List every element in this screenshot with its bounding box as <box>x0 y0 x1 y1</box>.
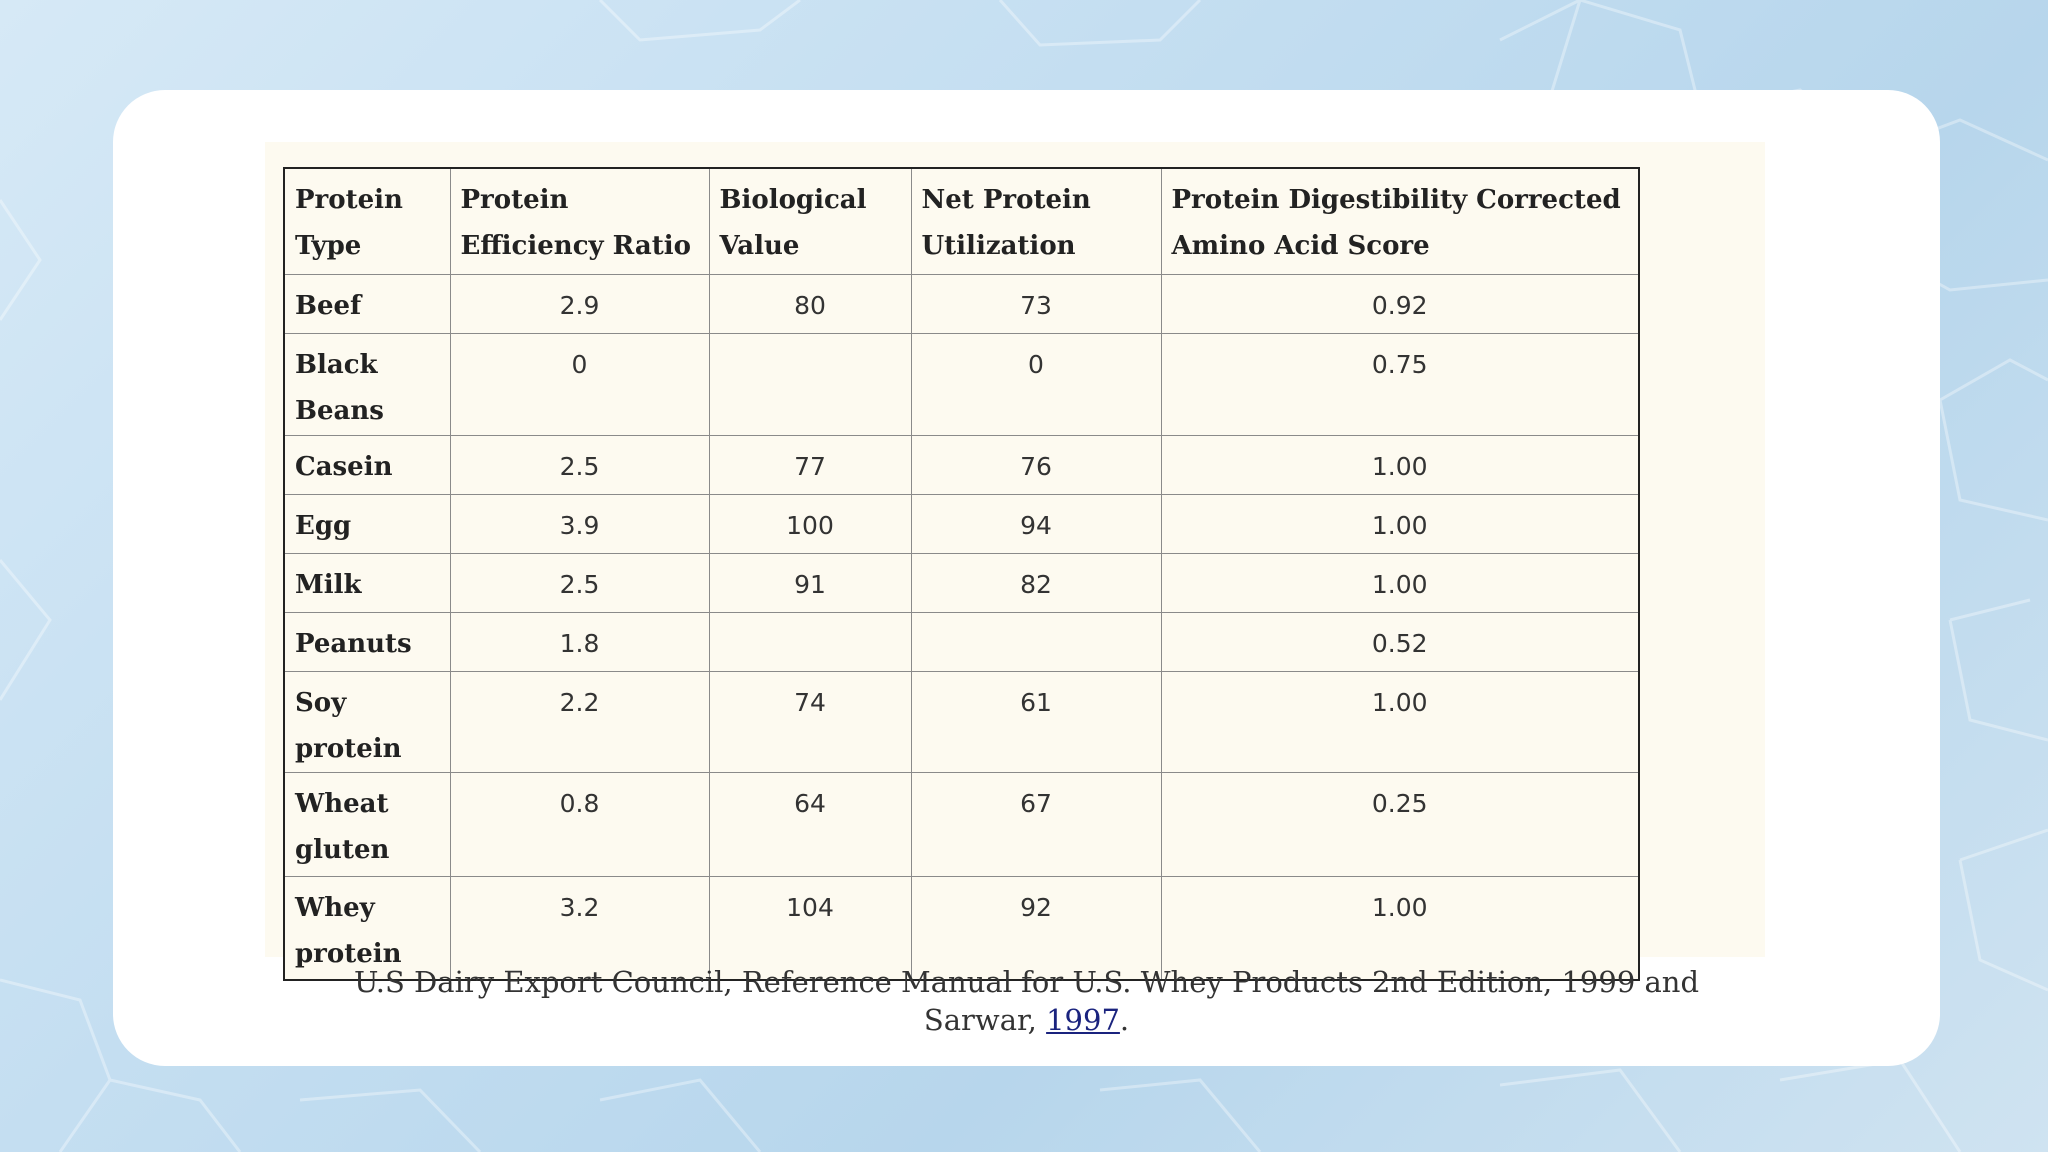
cell-bv <box>708 611 912 672</box>
cell-per: 2.5 <box>449 552 710 613</box>
cell-pdcaas: 1.00 <box>1160 434 1640 495</box>
cell-bv: 100 <box>708 493 912 554</box>
caption-line-2: Sarwar, 1997. <box>113 1001 1940 1039</box>
source-caption: U.S Dairy Export Council, Reference Manu… <box>113 963 1940 1039</box>
cell-per: 0 <box>449 332 710 436</box>
cell-protein-type: Soy protein <box>283 670 451 773</box>
cell-per: 2.5 <box>449 434 710 495</box>
cell-bv: 104 <box>708 875 912 981</box>
cell-per: 3.9 <box>449 493 710 554</box>
header-biological-value: Biological Value <box>708 167 912 275</box>
cell-protein-type: Whey protein <box>283 875 451 981</box>
cell-npu: 76 <box>910 434 1162 495</box>
cell-protein-type: Egg <box>283 493 451 554</box>
cell-bv: 80 <box>708 273 912 334</box>
table-row: Whey protein 3.2 104 92 1.00 <box>283 875 1640 981</box>
table-row: Casein 2.5 77 76 1.00 <box>283 434 1640 495</box>
table-row: Peanuts 1.8 0.52 <box>283 611 1640 672</box>
cell-protein-type: Black Beans <box>283 332 451 436</box>
cell-per: 1.8 <box>449 611 710 672</box>
cell-npu: 61 <box>910 670 1162 773</box>
caption-author: Sarwar, <box>923 1003 1047 1037</box>
table-row: Wheat gluten 0.8 64 67 0.25 <box>283 771 1640 877</box>
cell-per: 2.2 <box>449 670 710 773</box>
caption-period: . <box>1119 1003 1130 1037</box>
cell-npu <box>910 611 1162 672</box>
citation-year-link[interactable]: 1997 <box>1046 1003 1120 1037</box>
cell-per: 3.2 <box>449 875 710 981</box>
cell-pdcaas: 1.00 <box>1160 670 1640 773</box>
cell-protein-type: Beef <box>283 273 451 334</box>
table-header-row: Protein Type Protein Efficiency Ratio Bi… <box>283 167 1640 275</box>
cell-bv <box>708 332 912 436</box>
header-protein-type: Protein Type <box>283 167 451 275</box>
cell-protein-type: Peanuts <box>283 611 451 672</box>
cell-per: 0.8 <box>449 771 710 877</box>
table-row: Egg 3.9 100 94 1.00 <box>283 493 1640 554</box>
cell-protein-type: Wheat gluten <box>283 771 451 877</box>
header-net-protein-utilization: Net Protein Utilization <box>910 167 1162 275</box>
cell-npu: 73 <box>910 273 1162 334</box>
table-panel: Protein Type Protein Efficiency Ratio Bi… <box>265 142 1765 981</box>
content-card: Protein Type Protein Efficiency Ratio Bi… <box>113 90 1940 1066</box>
cell-npu: 82 <box>910 552 1162 613</box>
cell-bv: 77 <box>708 434 912 495</box>
cell-protein-type: Milk <box>283 552 451 613</box>
cell-protein-type: Casein <box>283 434 451 495</box>
cell-pdcaas: 1.00 <box>1160 493 1640 554</box>
cell-npu: 92 <box>910 875 1162 981</box>
cell-npu: 94 <box>910 493 1162 554</box>
cell-pdcaas: 1.00 <box>1160 875 1640 981</box>
cell-pdcaas: 0.52 <box>1160 611 1640 672</box>
cell-npu: 67 <box>910 771 1162 877</box>
caption-line-1: U.S Dairy Export Council, Reference Manu… <box>353 965 1700 999</box>
cell-pdcaas: 0.92 <box>1160 273 1640 334</box>
cell-bv: 74 <box>708 670 912 773</box>
table-row: Beef 2.9 80 73 0.92 <box>283 273 1640 334</box>
cell-bv: 91 <box>708 552 912 613</box>
cell-per: 2.9 <box>449 273 710 334</box>
table-row: Milk 2.5 91 82 1.00 <box>283 552 1640 613</box>
cell-npu: 0 <box>910 332 1162 436</box>
header-protein-efficiency-ratio: Protein Efficiency Ratio <box>449 167 710 275</box>
table-row: Black Beans 0 0 0.75 <box>283 332 1640 436</box>
cell-pdcaas: 0.25 <box>1160 771 1640 877</box>
header-pdcaas: Protein Digestibility Corrected Amino Ac… <box>1160 167 1640 275</box>
table-row: Soy protein 2.2 74 61 1.00 <box>283 670 1640 773</box>
cell-bv: 64 <box>708 771 912 877</box>
protein-comparison-table: Protein Type Protein Efficiency Ratio Bi… <box>283 167 1640 981</box>
cell-pdcaas: 0.75 <box>1160 332 1640 436</box>
cell-pdcaas: 1.00 <box>1160 552 1640 613</box>
